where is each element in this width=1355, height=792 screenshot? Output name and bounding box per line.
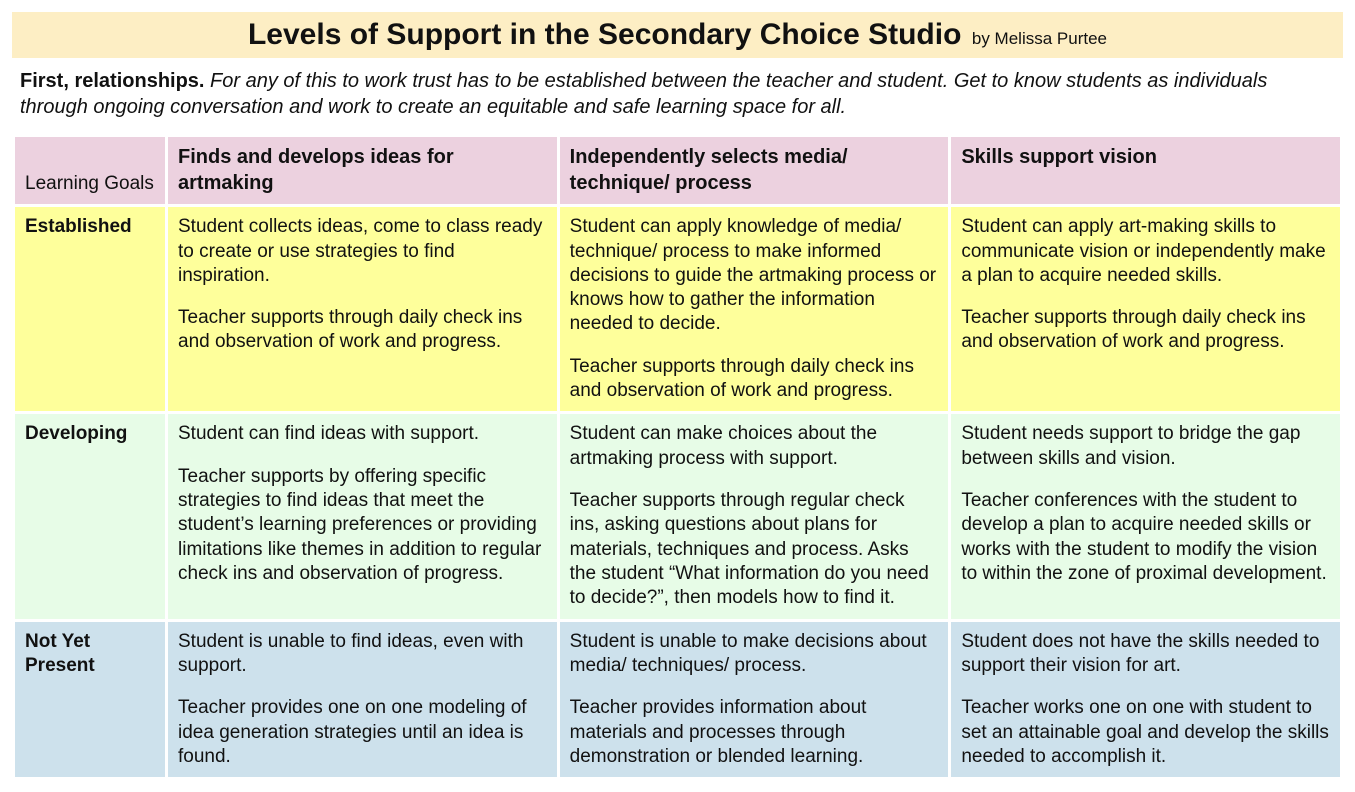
student-text: Student does not have the skills needed … bbox=[961, 630, 1330, 679]
rubric-cell: Student can apply knowledge of media/ te… bbox=[560, 207, 949, 411]
teacher-text: Teacher supports through daily check ins… bbox=[961, 306, 1330, 355]
student-text: Student can apply art-making skills to c… bbox=[961, 215, 1330, 288]
rubric-cell: Student does not have the skills needed … bbox=[951, 622, 1340, 778]
table-row: Established Student collects ideas, come… bbox=[15, 207, 1340, 411]
header-corner: Learning Goals bbox=[15, 137, 165, 204]
title-bar: Levels of Support in the Secondary Choic… bbox=[12, 12, 1343, 58]
intro-body: For any of this to work trust has to be … bbox=[20, 70, 1267, 118]
student-text: Student collects ideas, come to class re… bbox=[178, 215, 547, 288]
intro-paragraph: First, relationships. For any of this to… bbox=[12, 58, 1343, 134]
teacher-text: Teacher supports through daily check ins… bbox=[178, 306, 547, 355]
table-row: Not Yet Present Student is unable to fin… bbox=[15, 622, 1340, 778]
student-text: Student is unable to make decisions abou… bbox=[570, 630, 939, 679]
column-header: Skills support vision bbox=[951, 137, 1340, 204]
intro-lead: First, relationships. bbox=[20, 70, 204, 92]
byline: by Melissa Purtee bbox=[972, 29, 1107, 48]
student-text: Student needs support to bridge the gap … bbox=[961, 422, 1330, 471]
table-header-row: Learning Goals Finds and develops ideas … bbox=[15, 137, 1340, 204]
teacher-text: Teacher supports through daily check ins… bbox=[570, 355, 939, 404]
student-text: Student can apply knowledge of media/ te… bbox=[570, 215, 939, 337]
rubric-cell: Student is unable to make decisions abou… bbox=[560, 622, 949, 778]
rubric-cell: Student is unable to find ideas, even wi… bbox=[168, 622, 557, 778]
rubric-cell: Student needs support to bridge the gap … bbox=[951, 414, 1340, 618]
student-text: Student is unable to find ideas, even wi… bbox=[178, 630, 547, 679]
row-label: Not Yet Present bbox=[15, 622, 165, 778]
column-header: Independently selects media/ technique/ … bbox=[560, 137, 949, 204]
rubric-cell: Student can find ideas with support. Tea… bbox=[168, 414, 557, 618]
teacher-text: Teacher supports through regular check i… bbox=[570, 489, 939, 611]
row-label: Established bbox=[15, 207, 165, 411]
column-header: Finds and develops ideas for artmaking bbox=[168, 137, 557, 204]
teacher-text: Teacher conferences with the student to … bbox=[961, 489, 1330, 586]
teacher-text: Teacher supports by offering specific st… bbox=[178, 465, 547, 587]
table-row: Developing Student can find ideas with s… bbox=[15, 414, 1340, 618]
rubric-cell: Student can apply art-making skills to c… bbox=[951, 207, 1340, 411]
page-title: Levels of Support in the Secondary Choic… bbox=[248, 18, 961, 51]
rubric-table: Learning Goals Finds and develops ideas … bbox=[12, 134, 1343, 780]
student-text: Student can make choices about the artma… bbox=[570, 422, 939, 471]
rubric-cell: Student collects ideas, come to class re… bbox=[168, 207, 557, 411]
student-text: Student can find ideas with support. bbox=[178, 422, 547, 446]
row-label: Developing bbox=[15, 414, 165, 618]
rubric-cell: Student can make choices about the artma… bbox=[560, 414, 949, 618]
